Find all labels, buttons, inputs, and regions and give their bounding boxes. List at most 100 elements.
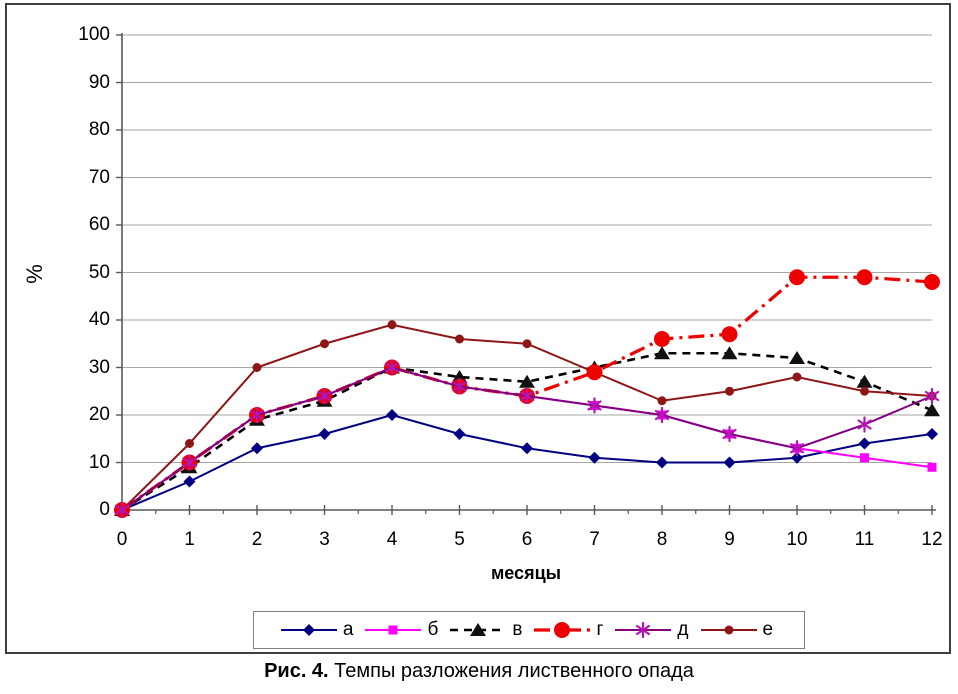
series-marker [185,439,194,448]
series-marker [792,372,802,382]
series-marker [455,334,464,344]
x-tick-label: 9 [724,529,735,550]
legend: а б в г д е [253,611,805,649]
y-tick-label: 30 [88,356,110,378]
legend-label: б [427,619,439,640]
series-marker [857,419,872,430]
series-marker [183,475,196,488]
series-marker [858,437,871,450]
x-tick-label: 0 [116,529,128,550]
series-marker [249,409,265,421]
series-marker [723,456,736,469]
series-line-е [121,323,933,511]
x-tick-label: 10 [786,529,808,550]
series-marker [114,504,130,516]
series-marker [317,390,332,402]
legend-label: е [762,619,774,640]
y-tick-label: 50 [88,261,110,283]
series-е [117,320,937,515]
series-marker [521,442,533,455]
series-marker [856,374,873,388]
series-marker [554,622,571,638]
caption-number: Рис. 4. [264,660,329,682]
series-marker [722,428,737,440]
caption-text: Темпы разложения лиственного опада [328,660,694,682]
series-marker [388,625,398,635]
series-marker [453,428,466,440]
series-marker [182,457,197,468]
series-marker [318,428,331,440]
series-marker [927,462,937,472]
series-marker [320,339,329,349]
y-tick-label: 10 [88,451,110,473]
series-marker [452,381,467,392]
legend-label: в [512,619,523,640]
series-marker [588,451,601,464]
series-marker [860,453,869,463]
series-marker [657,396,667,406]
legend-item-д: д [613,618,694,642]
series-marker [587,400,602,411]
chart-frame: % месяцы а б в г д е 0 10 20 30 40 50 60 70 80 90 100 0 1… [5,3,951,654]
plot-area [114,33,940,519]
x-tick-label: 2 [251,529,263,550]
series-marker [721,326,738,343]
series-marker [856,269,873,286]
series-marker [926,428,938,440]
x-axis-title: месяцы [490,563,562,583]
series-marker [924,390,940,402]
series-marker [519,390,535,402]
series-marker [860,386,869,396]
x-tick-label: 4 [386,529,398,550]
legend-item-е: е [699,618,780,642]
series-marker [724,625,733,635]
y-tick-label: 0 [99,499,110,520]
legend-item-г: г [532,618,609,642]
legend-label: г [596,619,604,640]
legend-swatch-е [700,625,757,635]
legend-swatch-д [615,621,672,639]
x-tick-label: 7 [589,529,600,550]
legend-label: а [342,619,354,640]
series-marker [522,339,532,349]
series-marker [789,443,805,454]
legend-swatch-г [534,622,591,638]
legend-swatch-б [365,625,422,635]
x-tick-label: 8 [656,529,668,550]
y-axis-title: % [21,264,47,284]
series-marker [654,346,670,360]
x-tick-label: 11 [854,529,875,550]
x-tick-label: 6 [521,529,533,550]
series-marker [386,409,398,421]
series-marker [721,346,738,360]
series-marker [251,442,263,455]
series-marker [384,362,400,373]
y-tick-label: 70 [88,166,110,188]
series-marker [519,374,535,388]
series-marker [791,451,803,464]
series-marker [656,456,668,469]
series-marker [924,403,940,417]
series-marker [654,409,670,421]
series-marker [470,623,487,636]
series-marker [302,624,315,636]
series-marker [789,269,805,286]
series-в [114,346,940,516]
legend-item-а: а [279,618,360,642]
y-tick-label: 90 [88,71,110,93]
legend-item-б: б [363,618,444,642]
series-marker [725,386,734,396]
series-д [114,359,940,519]
x-tick-label: 3 [319,529,330,550]
series-marker [789,351,805,364]
series-marker [654,331,670,347]
series-marker [924,274,940,290]
series-marker [586,364,603,381]
x-tick-label: 1 [184,529,195,550]
y-tick-label: 80 [88,119,110,140]
series-marker [252,363,262,372]
series-marker [387,320,397,330]
legend-item-в: в [448,618,528,642]
y-tick-label: 60 [88,214,110,235]
figure-caption: Рис. 4. Темпы разложения лиственного опа… [0,660,958,683]
